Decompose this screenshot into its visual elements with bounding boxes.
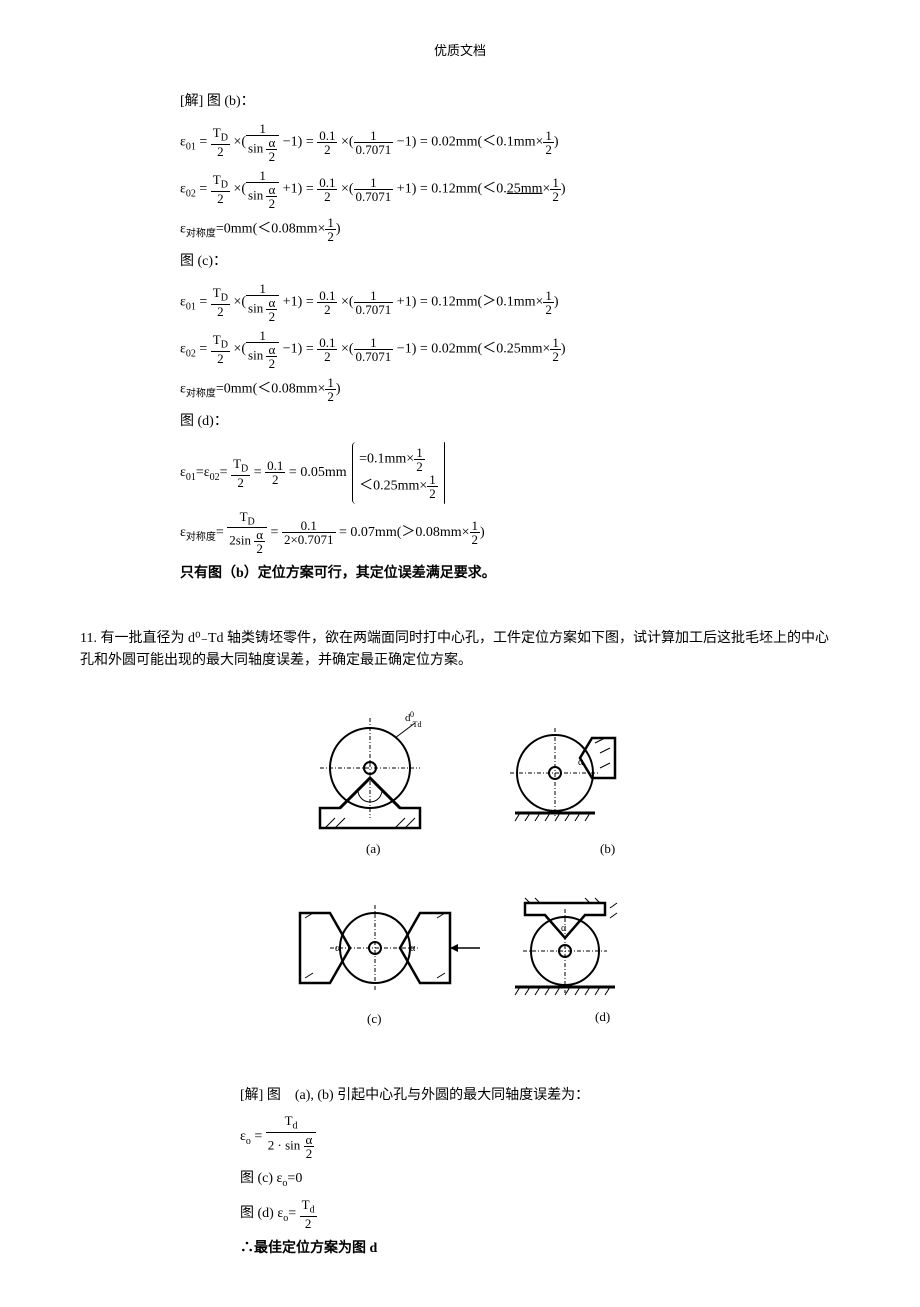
sol2-eq-ab: εo = Td2 · sin α2 [240, 1114, 840, 1160]
sol1-d-label: 图 (d)： [180, 409, 840, 436]
fig-label-a: (a) [366, 841, 380, 856]
sol1-c-esym: ε对称度=0mm(＜0.08mm×12) [180, 376, 840, 404]
sol1-c-e02: ε02 = TD2 ×(1sin α2 −1) = 0.12 ×(10.7071… [180, 329, 840, 370]
figure-schemes: d 0 -Td (a) α (b) [80, 693, 840, 1063]
fig-label-b: (b) [600, 841, 615, 856]
svg-text:0: 0 [410, 710, 414, 719]
sol1-b-e01: ε01 = TD2 ×(1sin α2 −1) = 0.12 ×(10.7071… [180, 122, 840, 163]
sol1-conclusion: 只有图（b）定位方案可行，其定位误差满足要求。 [180, 561, 840, 588]
svg-text:α: α [335, 943, 341, 954]
sol2-conclusion: ∴最佳定位方案为图 d [240, 1236, 840, 1261]
svg-text:α: α [561, 923, 567, 934]
sol1-intro: [解] 图 (b)： [180, 89, 840, 116]
question-11: 11. 有一批直径为 d⁰₋Td 轴类铸坯零件，欲在两端面同时打中心孔，工件定位… [80, 628, 840, 673]
fig-label-d: (d) [595, 1009, 610, 1024]
sol1-d-e0102: ε01=ε02= TD2 = 0.12 = 0.05mm =0.1mm×12 ＜… [180, 442, 840, 504]
sol2-eq-c: 图 (c) εo=0 [240, 1166, 840, 1193]
sol1-c-label: 图 (c)： [180, 249, 840, 276]
solution-block-2: [解] 图 (a), (b) 引起中心孔与外圆的最大同轴度误差为： εo = T… [240, 1083, 840, 1261]
sol2-intro: [解] 图 (a), (b) 引起中心孔与外圆的最大同轴度误差为： [240, 1083, 840, 1108]
sol2-eq-d: 图 (d) εo= Td2 [240, 1198, 840, 1230]
fig-label-c: (c) [367, 1011, 381, 1026]
svg-text:α: α [410, 943, 416, 954]
svg-text:-Td: -Td [410, 720, 422, 729]
solution-block-1: [解] 图 (b)： ε01 = TD2 ×(1sin α2 −1) = 0.1… [180, 89, 840, 588]
svg-text:α: α [578, 757, 584, 768]
sol1-b-esym: ε对称度=0mm(＜0.08mm×12) [180, 216, 840, 244]
sol1-d-esym: ε对称度= TD2sin α2 = 0.12×0.7071 = 0.07mm(＞… [180, 510, 840, 556]
sol1-c-e01: ε01 = TD2 ×(1sin α2 +1) = 0.12 ×(10.7071… [180, 282, 840, 323]
page-header: 优质文档 [80, 40, 840, 59]
sol1-b-e02: ε02 = TD2 ×(1sin α2 +1) = 0.12 ×(10.7071… [180, 169, 840, 210]
